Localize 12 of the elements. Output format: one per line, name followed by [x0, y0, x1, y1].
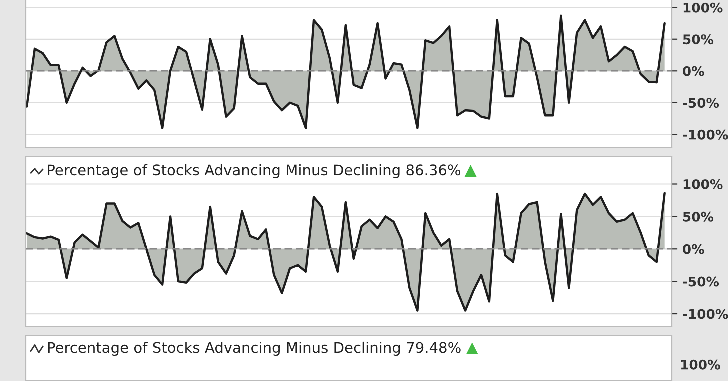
- y-tick-label: -100%: [683, 130, 728, 140]
- y-tick-label: 50%: [683, 34, 714, 45]
- chart-title: Percentage of Stocks Advancing Minus Declining 86.36%: [48, 164, 461, 179]
- y-tick-label: -50%: [683, 98, 720, 108]
- y-tick-label: -50%: [683, 276, 720, 287]
- y-tick-label: 0%: [683, 66, 704, 76]
- y-tick-label: -100%: [683, 309, 728, 320]
- y-tick-label: 50%: [683, 212, 714, 222]
- y-tick-label: 0%: [683, 244, 704, 254]
- y-tick-label: 100%: [684, 179, 723, 190]
- text: Percentage of Stocks Advancing Minus Declining 79.48%: [48, 342, 461, 356]
- y-tick-label: 100%: [684, 2, 723, 13]
